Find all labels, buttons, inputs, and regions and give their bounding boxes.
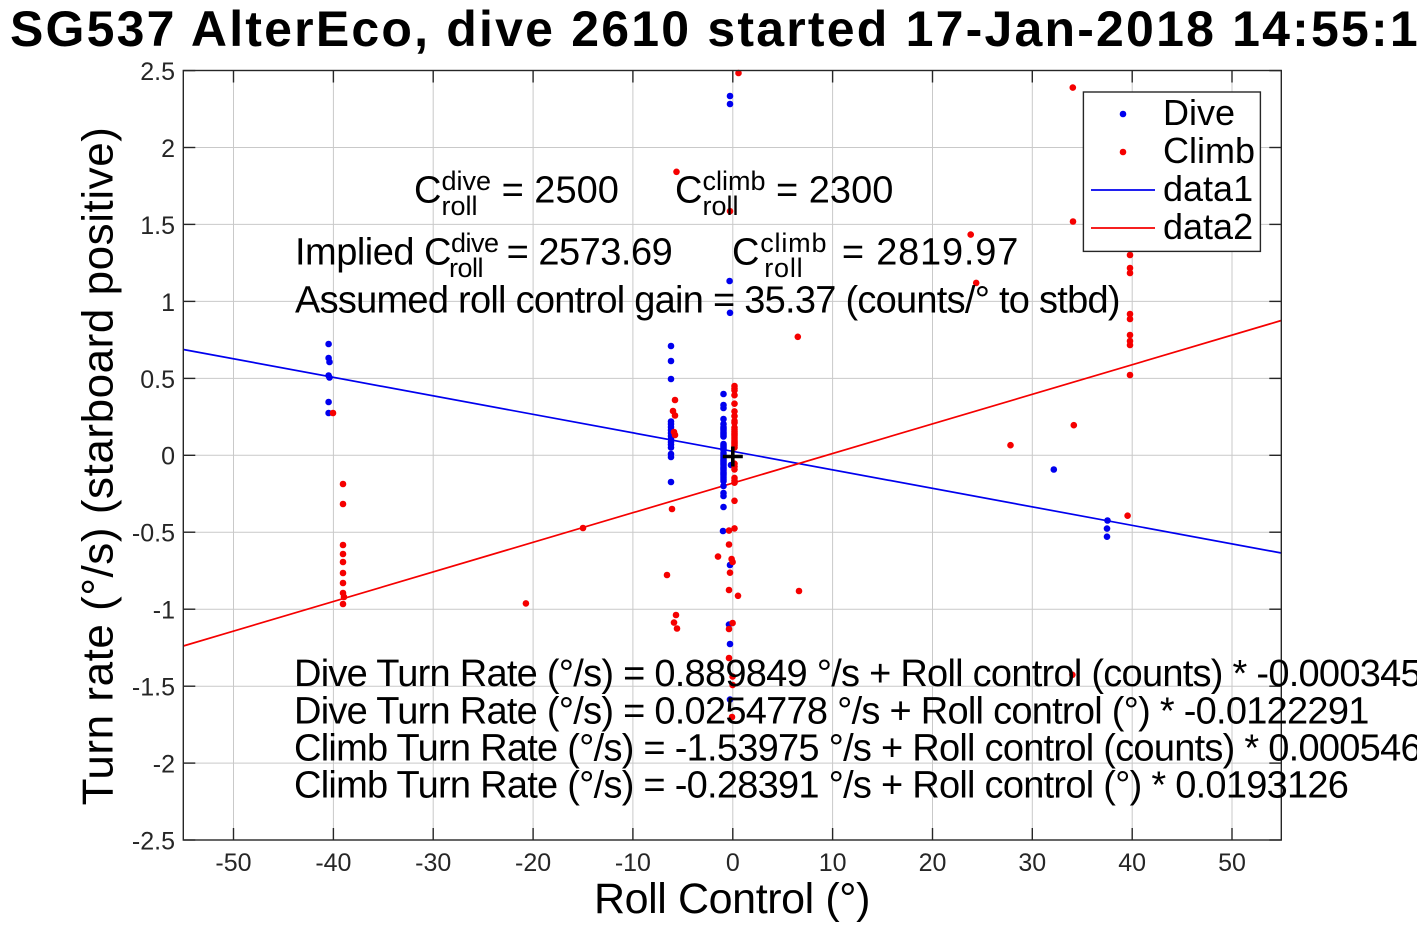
svg-text:Climb Turn Rate (°/s) = -0.283: Climb Turn Rate (°/s) = -0.28391 °/s + R… bbox=[294, 765, 1348, 807]
svg-text:Dive: Dive bbox=[1163, 92, 1235, 133]
svg-text:2: 2 bbox=[161, 135, 175, 163]
svg-text:Dive Turn Rate (°/s) = 0.88984: Dive Turn Rate (°/s) = 0.889849 °/s + Ro… bbox=[294, 653, 1417, 695]
svg-text:Turn rate (°/s) (starboard pos: Turn rate (°/s) (starboard positive) bbox=[74, 127, 123, 806]
svg-text:20: 20 bbox=[919, 849, 947, 877]
svg-text:-10: -10 bbox=[615, 849, 651, 877]
svg-text:-0.5: -0.5 bbox=[132, 520, 175, 548]
svg-text:Climb: Climb bbox=[1163, 130, 1255, 171]
svg-text:SG537 AlterEco, dive 2610 star: SG537 AlterEco, dive 2610 started 17-Jan… bbox=[10, 1, 1417, 57]
svg-text:-1: -1 bbox=[153, 597, 175, 625]
svg-text:-40: -40 bbox=[315, 849, 351, 877]
svg-text:Assumed roll control gain = 35: Assumed roll control gain = 35.37 (count… bbox=[295, 279, 1120, 321]
svg-text:Dive Turn Rate (°/s) = 0.02547: Dive Turn Rate (°/s) = 0.0254778 °/s + R… bbox=[294, 691, 1369, 733]
svg-text:data2: data2 bbox=[1163, 206, 1253, 247]
svg-text:30: 30 bbox=[1018, 849, 1046, 877]
svg-text:2.5: 2.5 bbox=[140, 58, 175, 86]
svg-text:1: 1 bbox=[161, 289, 175, 317]
svg-text:0.5: 0.5 bbox=[140, 366, 175, 394]
svg-text:0: 0 bbox=[726, 849, 740, 877]
svg-text:Climb Turn Rate (°/s) = -1.539: Climb Turn Rate (°/s) = -1.53975 °/s + R… bbox=[294, 728, 1417, 770]
svg-text:50: 50 bbox=[1218, 849, 1246, 877]
svg-text:10: 10 bbox=[819, 849, 847, 877]
svg-text:1.5: 1.5 bbox=[140, 212, 175, 240]
svg-text:-1.5: -1.5 bbox=[132, 674, 175, 702]
svg-text:-2.5: -2.5 bbox=[132, 827, 175, 855]
svg-text:-30: -30 bbox=[415, 849, 451, 877]
svg-text:-20: -20 bbox=[515, 849, 551, 877]
svg-text:Roll Control (°): Roll Control (°) bbox=[594, 875, 870, 923]
svg-text:40: 40 bbox=[1118, 849, 1146, 877]
svg-text:-50: -50 bbox=[215, 849, 251, 877]
svg-text:0: 0 bbox=[161, 443, 175, 471]
svg-text:data1: data1 bbox=[1163, 168, 1253, 209]
svg-text:-2: -2 bbox=[153, 751, 175, 779]
